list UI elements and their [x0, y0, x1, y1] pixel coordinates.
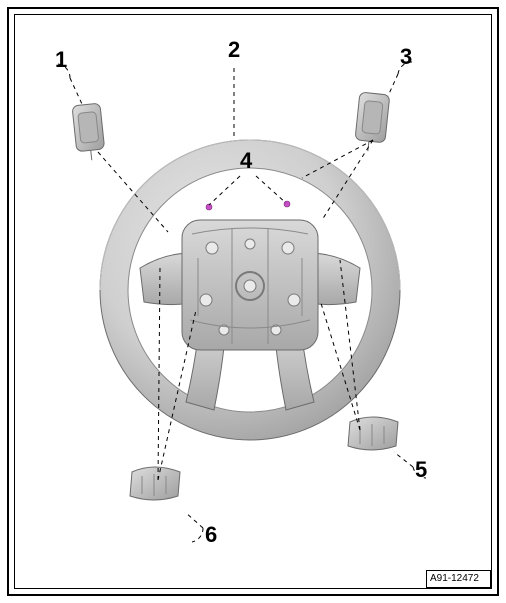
callout-2: 2 [228, 37, 240, 63]
callout-6: 6 [205, 522, 217, 548]
part-switch-left [130, 467, 180, 500]
callout-3: 3 [400, 44, 412, 70]
steering-wheel [100, 140, 400, 440]
callout-1: 1 [55, 47, 67, 73]
part-paddle-left [72, 103, 106, 162]
reference-id: A91-12472 [430, 573, 479, 584]
callout-4: 4 [240, 148, 252, 174]
diagram-canvas [0, 0, 506, 603]
callout-5: 5 [415, 457, 427, 483]
part-switch-right [348, 417, 398, 450]
part-paddle-right [354, 92, 390, 153]
